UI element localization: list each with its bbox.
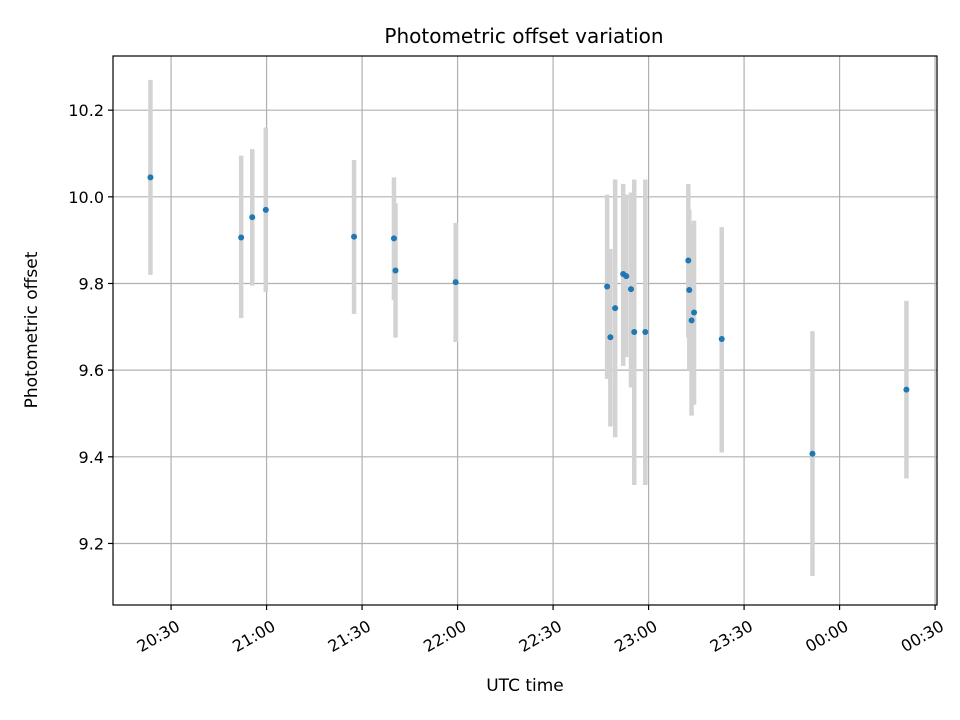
data-point (351, 234, 357, 240)
data-point (453, 279, 459, 285)
y-tick-label: 10.2 (68, 101, 104, 120)
y-tick-label: 9.4 (79, 448, 104, 467)
chart-background (0, 0, 960, 720)
data-point (238, 235, 244, 241)
data-point (691, 310, 697, 316)
data-point (719, 336, 725, 342)
data-point (809, 451, 815, 457)
y-tick-label: 9.2 (79, 534, 104, 553)
data-point (263, 207, 269, 213)
x-axis-label: UTC time (486, 676, 564, 696)
data-point (689, 317, 695, 323)
y-axis-label: Photometric offset (22, 251, 42, 408)
y-tick-label: 9.6 (79, 361, 104, 380)
data-point (604, 284, 610, 290)
data-point (623, 273, 629, 279)
data-point (686, 287, 692, 293)
chart: Photometric offset variation 20:30 21:00 2… (0, 0, 960, 720)
data-point (685, 258, 691, 264)
y-tick-label: 10.0 (68, 188, 104, 207)
chart-title: Photometric offset variation (384, 24, 663, 48)
data-point (628, 286, 634, 292)
y-tick-label: 9.8 (79, 274, 104, 293)
data-point (612, 305, 618, 311)
data-point (392, 267, 398, 273)
data-point (631, 329, 637, 335)
data-point (249, 214, 255, 220)
data-point (607, 334, 613, 340)
data-point (391, 235, 397, 241)
data-point (903, 387, 909, 393)
data-point (147, 174, 153, 180)
data-point (642, 329, 648, 335)
